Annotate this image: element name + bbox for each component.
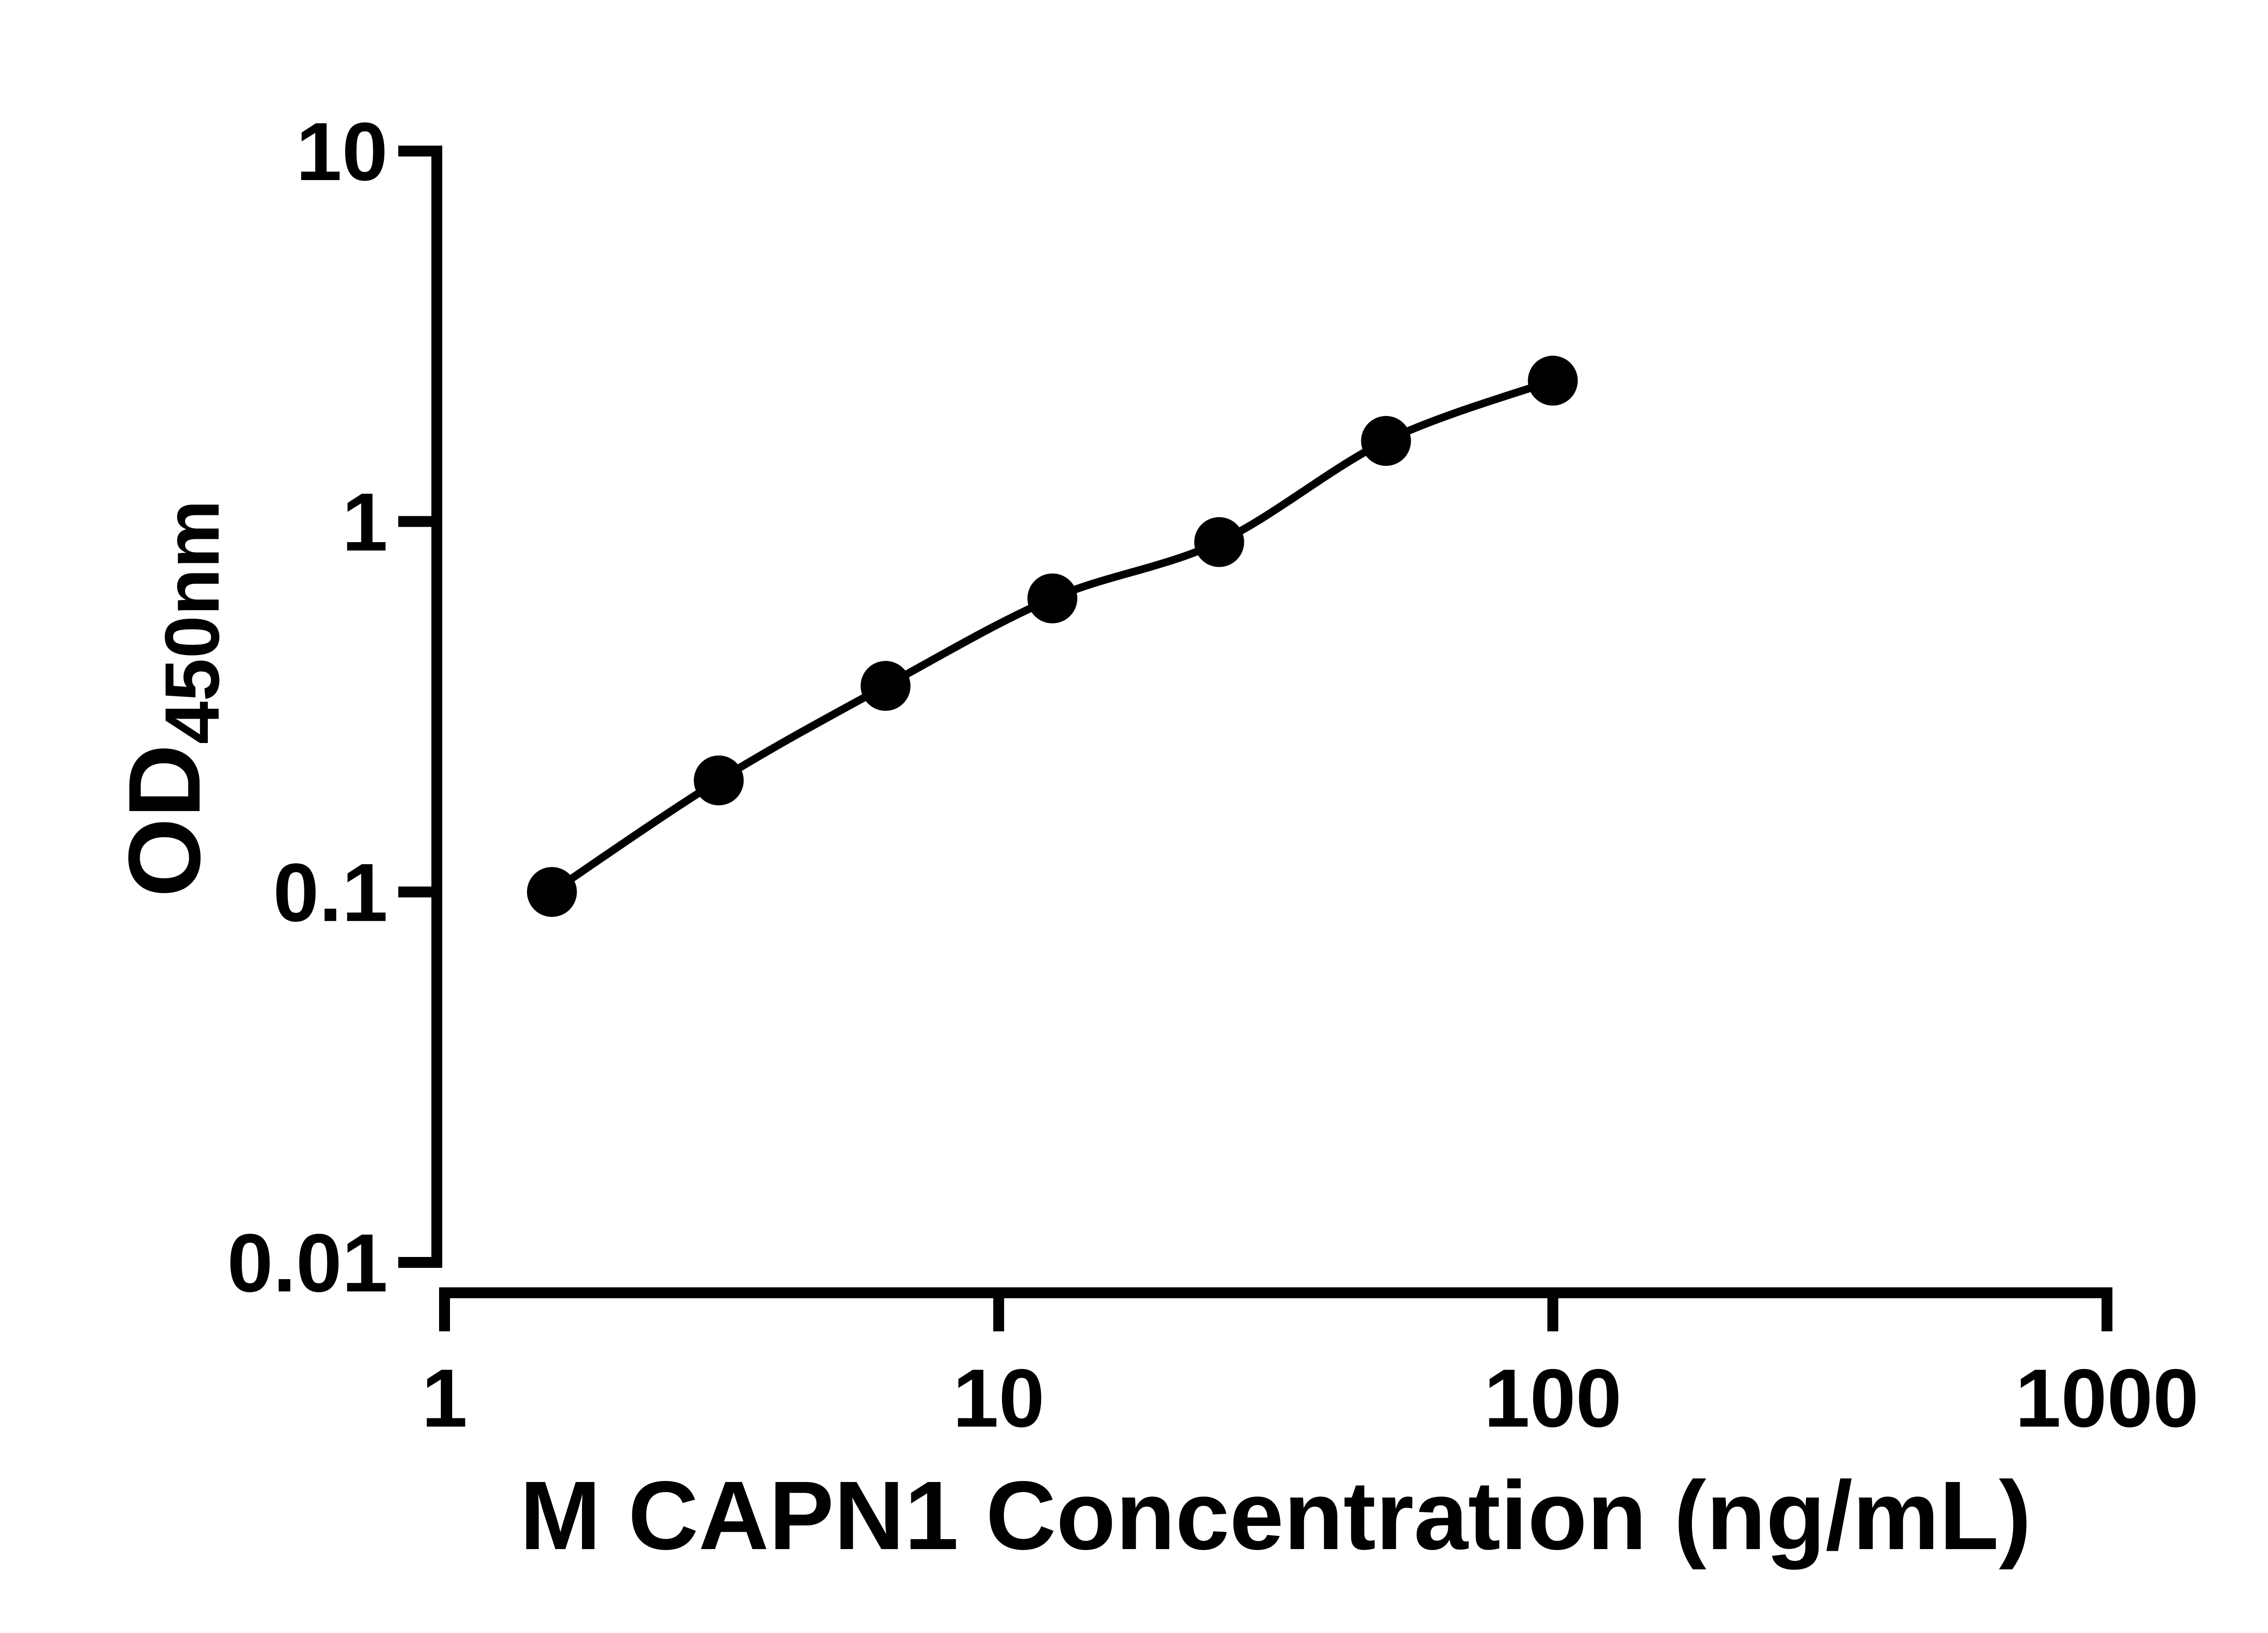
data-point — [860, 661, 911, 711]
data-series — [527, 356, 1578, 917]
data-point — [1027, 573, 1078, 624]
y-axis-title-sub: 450nm — [149, 500, 235, 744]
x-tick-label: 1 — [421, 1352, 467, 1444]
x-tick-label: 1000 — [2015, 1352, 2199, 1444]
data-point — [694, 755, 744, 806]
data-point — [1528, 356, 1578, 406]
data-point — [1361, 416, 1411, 466]
y-axis-title: OD450nm — [107, 500, 235, 897]
y-axis-title-main: OD — [107, 744, 221, 898]
x-axis-title: M CAPN1 Concentration (ng/mL) — [520, 1461, 2031, 1570]
y-tick-label: 10 — [296, 105, 388, 198]
data-point — [527, 867, 577, 917]
y-tick-label: 1 — [342, 476, 388, 568]
axes: 10 1 0.1 0.01 1 10 100 1000 — [227, 105, 2199, 1444]
y-tick-label: 0.1 — [273, 846, 388, 939]
x-tick-label: 100 — [1484, 1352, 1622, 1444]
y-tick-label: 0.01 — [227, 1217, 388, 1309]
x-tick-label: 10 — [953, 1352, 1044, 1444]
data-point — [1194, 517, 1244, 567]
